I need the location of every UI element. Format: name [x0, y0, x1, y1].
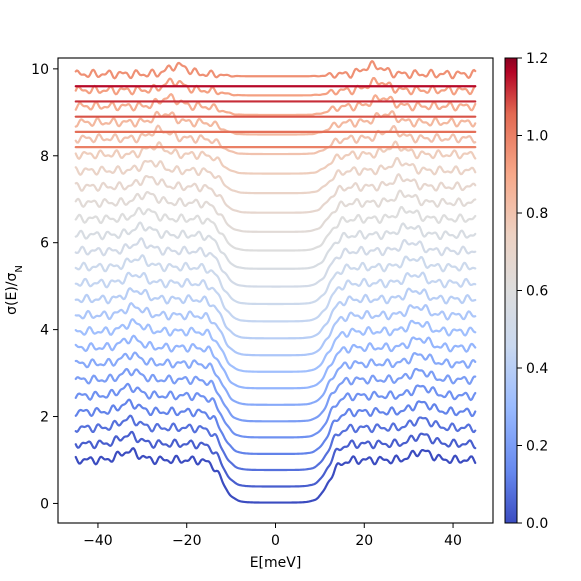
y-tick-label: 6 [40, 236, 49, 252]
series-line [74, 140, 477, 175]
y-tick-label: 10 [31, 62, 49, 78]
series-line [74, 124, 477, 156]
x-tick-label: −20 [172, 533, 202, 549]
series-line [74, 76, 477, 97]
series-line [74, 302, 477, 357]
colorbar-tick-label: 0.0 [526, 516, 548, 532]
colorbar-tick-label: 0.4 [526, 361, 548, 377]
x-axis-ticks: −40 −20 0 20 40 [83, 523, 462, 549]
series-line [74, 367, 477, 423]
series-line [74, 93, 477, 117]
x-axis-label: E[meV] [250, 555, 302, 571]
colorbar-tick-label: 0.8 [526, 206, 548, 222]
series-line [74, 414, 477, 472]
series-line [74, 173, 477, 214]
series-line [74, 157, 477, 195]
series-line [74, 287, 477, 340]
y-axis-ticks: 0 2 4 6 8 10 [31, 62, 58, 512]
x-tick-label: 40 [444, 533, 462, 549]
x-tick-label: 0 [271, 533, 280, 549]
colorbar-ticks: 0.0 0.2 0.4 0.6 0.8 1.0 1.2 [517, 51, 548, 532]
series-line [74, 237, 477, 288]
series-line [74, 254, 477, 306]
colorbar-tick-label: 0.2 [526, 439, 548, 455]
y-tick-label: 0 [40, 496, 49, 512]
y-tick-label: 2 [40, 410, 49, 426]
series-line [74, 318, 477, 373]
series-line [74, 271, 477, 323]
x-tick-label: −40 [83, 533, 113, 549]
y-axis-label: σ(E)/σN [4, 265, 25, 315]
colorbar-tick-label: 1.0 [526, 129, 548, 145]
series-line [74, 206, 477, 252]
series-line [74, 60, 477, 80]
colorbar-tick-label: 1.2 [526, 51, 548, 67]
y-tick-label: 8 [40, 149, 49, 165]
colorbar: 0.0 0.2 0.4 0.6 0.8 1.0 1.2 [504, 51, 548, 532]
series-line [74, 398, 477, 455]
plot-area: −40 −20 0 20 40 0 2 4 6 8 10 E[meV] σ(E)/σN [4, 57, 494, 571]
series-line [74, 110, 477, 136]
x-tick-label: 20 [355, 533, 373, 549]
series-line [74, 447, 477, 504]
series-line [74, 221, 477, 270]
series-line [74, 189, 477, 233]
series-line [74, 430, 477, 488]
series-curves [74, 60, 477, 504]
y-tick-label: 4 [40, 323, 49, 339]
series-line [74, 334, 477, 390]
colorbar-gradient [504, 57, 518, 524]
colorbar-tick-label: 0.6 [526, 284, 548, 300]
series-line [74, 351, 477, 406]
series-line [74, 382, 477, 439]
